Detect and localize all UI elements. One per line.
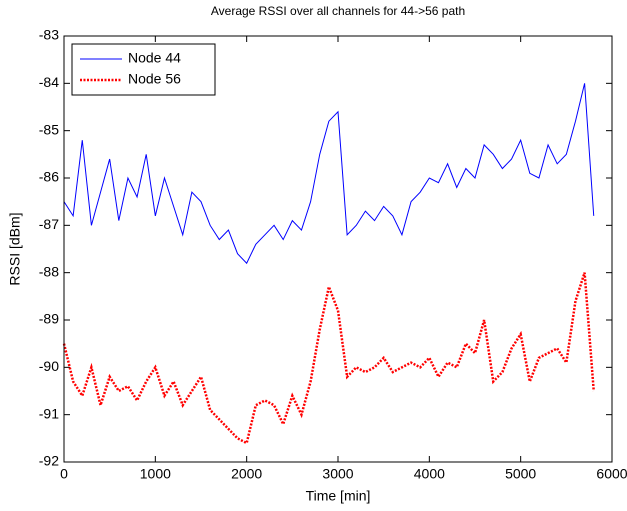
legend-label: Node 56 [128,71,181,87]
series-line [62,272,595,445]
y-tick-label: -85 [39,121,59,137]
x-tick-label: 1000 [140,466,171,482]
legend-box [71,43,216,96]
y-tick-label: -86 [39,169,59,185]
y-tick-label: -88 [39,263,59,279]
y-tick-label: -90 [39,358,59,374]
x-tick-label: 4000 [414,466,445,482]
x-tick-label: 0 [60,466,68,482]
x-tick-label: 5000 [505,466,536,482]
y-tick-label: -84 [39,74,59,90]
y-tick-label: -87 [39,216,59,232]
x-tick-label: 2000 [231,466,262,482]
series-line [63,83,595,265]
chart-title: Average RSSI over all channels for 44->5… [211,4,465,18]
legend-label: Node 44 [128,50,181,66]
y-tick-label: -91 [39,405,59,421]
x-tick-label: 6000 [596,466,627,482]
y-tick-label: -83 [39,27,59,43]
y-axis-label: RSSI [dBm] [7,212,23,285]
x-axis-label: Time [min] [306,488,371,504]
plot-frame [63,35,613,463]
y-tick-label: -89 [39,311,59,327]
x-tick-label: 3000 [322,466,353,482]
y-tick-label: -92 [39,453,59,469]
